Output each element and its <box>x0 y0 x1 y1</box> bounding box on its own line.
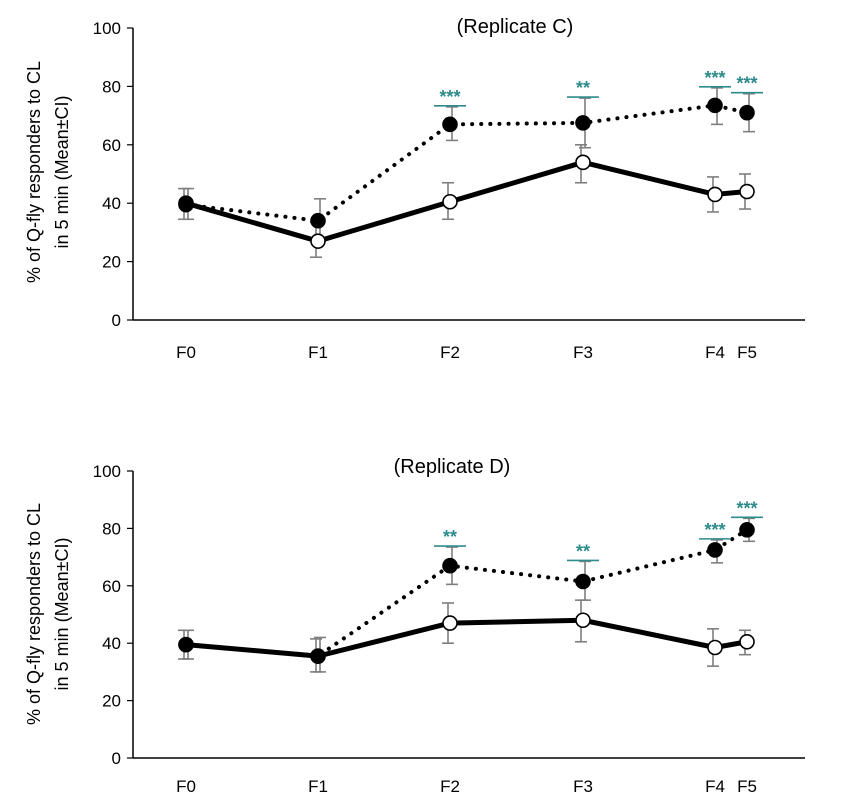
y-tick-label: 100 <box>93 462 121 481</box>
x-tick-label: F5 <box>737 343 757 362</box>
y-tick-label: 40 <box>102 634 121 653</box>
x-tick-label: F1 <box>308 343 328 362</box>
x-tick-label: F2 <box>440 343 460 362</box>
x-tick-label: F5 <box>737 777 757 796</box>
x-tick-label: F2 <box>440 777 460 796</box>
y-tick-label: 80 <box>102 519 121 538</box>
x-tick-label: F3 <box>573 343 593 362</box>
x-tick-label: F1 <box>308 777 328 796</box>
series-line-dotted <box>184 527 749 659</box>
significance-marker: *** <box>736 74 757 94</box>
y-axis-label-line-1: % of Q-fly responders to CL <box>24 61 44 283</box>
chart-title: (Replicate C) <box>457 16 574 38</box>
data-point-filled <box>707 542 723 558</box>
y-tick-label: 0 <box>112 311 121 330</box>
y-tick-label: 60 <box>102 577 121 596</box>
data-point-open <box>442 193 458 210</box>
data-point-filled <box>178 196 194 213</box>
x-tick-label: F3 <box>573 777 593 796</box>
chart-panel-replicate-c: (Replicate C) % of Q-fly responders to C… <box>24 16 805 362</box>
data-point-open <box>310 233 326 249</box>
data-point-open <box>739 633 755 650</box>
series-line-dotted <box>184 103 749 223</box>
series-line-solid <box>185 617 748 659</box>
data-point-filled <box>575 115 591 131</box>
y-axis-label-line-2: in 5 min (Mean±CI) <box>52 96 72 249</box>
data-point-filled <box>178 636 194 653</box>
data-point-filled <box>739 104 755 121</box>
data-point-filled <box>442 116 458 133</box>
data-point-filled <box>310 648 326 664</box>
data-point-open <box>707 639 723 656</box>
significance-marker: ** <box>576 541 590 561</box>
y-tick-label: 20 <box>102 253 121 272</box>
data-point-filled <box>442 557 458 574</box>
y-tick-label: 80 <box>102 77 121 96</box>
chart-panel-replicate-d: (Replicate D) % of Q-fly responders to C… <box>24 456 805 796</box>
x-tick-label: F4 <box>705 777 725 796</box>
y-axis-label-line-2: in 5 min (Mean±CI) <box>52 538 72 691</box>
series-line-solid <box>185 159 748 244</box>
x-tick-label: F0 <box>176 343 196 362</box>
significance-marker: ** <box>443 527 457 547</box>
data-point-open <box>575 612 591 629</box>
data-point-open <box>707 186 723 203</box>
significance-marker: *** <box>736 498 757 518</box>
chart-title: (Replicate D) <box>394 456 511 478</box>
data-point-open <box>575 154 591 171</box>
data-point-open <box>739 183 755 200</box>
significance-marker: *** <box>704 68 725 88</box>
y-tick-label: 100 <box>93 19 121 38</box>
significance-marker: *** <box>439 87 460 107</box>
x-tick-label: F0 <box>176 777 196 796</box>
data-point-filled <box>575 573 591 590</box>
y-tick-label: 20 <box>102 692 121 711</box>
data-point-filled <box>739 522 755 538</box>
y-axis-label-line-1: % of Q-fly responders to CL <box>24 503 44 725</box>
x-tick-label: F4 <box>705 343 725 362</box>
y-tick-label: 60 <box>102 136 121 155</box>
significance-marker: ** <box>576 78 590 98</box>
data-point-filled <box>707 97 723 114</box>
significance-marker: *** <box>704 520 725 540</box>
data-point-open <box>442 615 458 631</box>
data-point-filled <box>310 212 326 229</box>
y-tick-label: 0 <box>112 749 121 768</box>
y-tick-label: 40 <box>102 194 121 213</box>
